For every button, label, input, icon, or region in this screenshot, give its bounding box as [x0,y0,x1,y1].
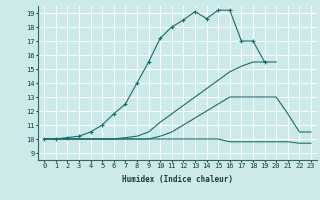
X-axis label: Humidex (Indice chaleur): Humidex (Indice chaleur) [122,175,233,184]
